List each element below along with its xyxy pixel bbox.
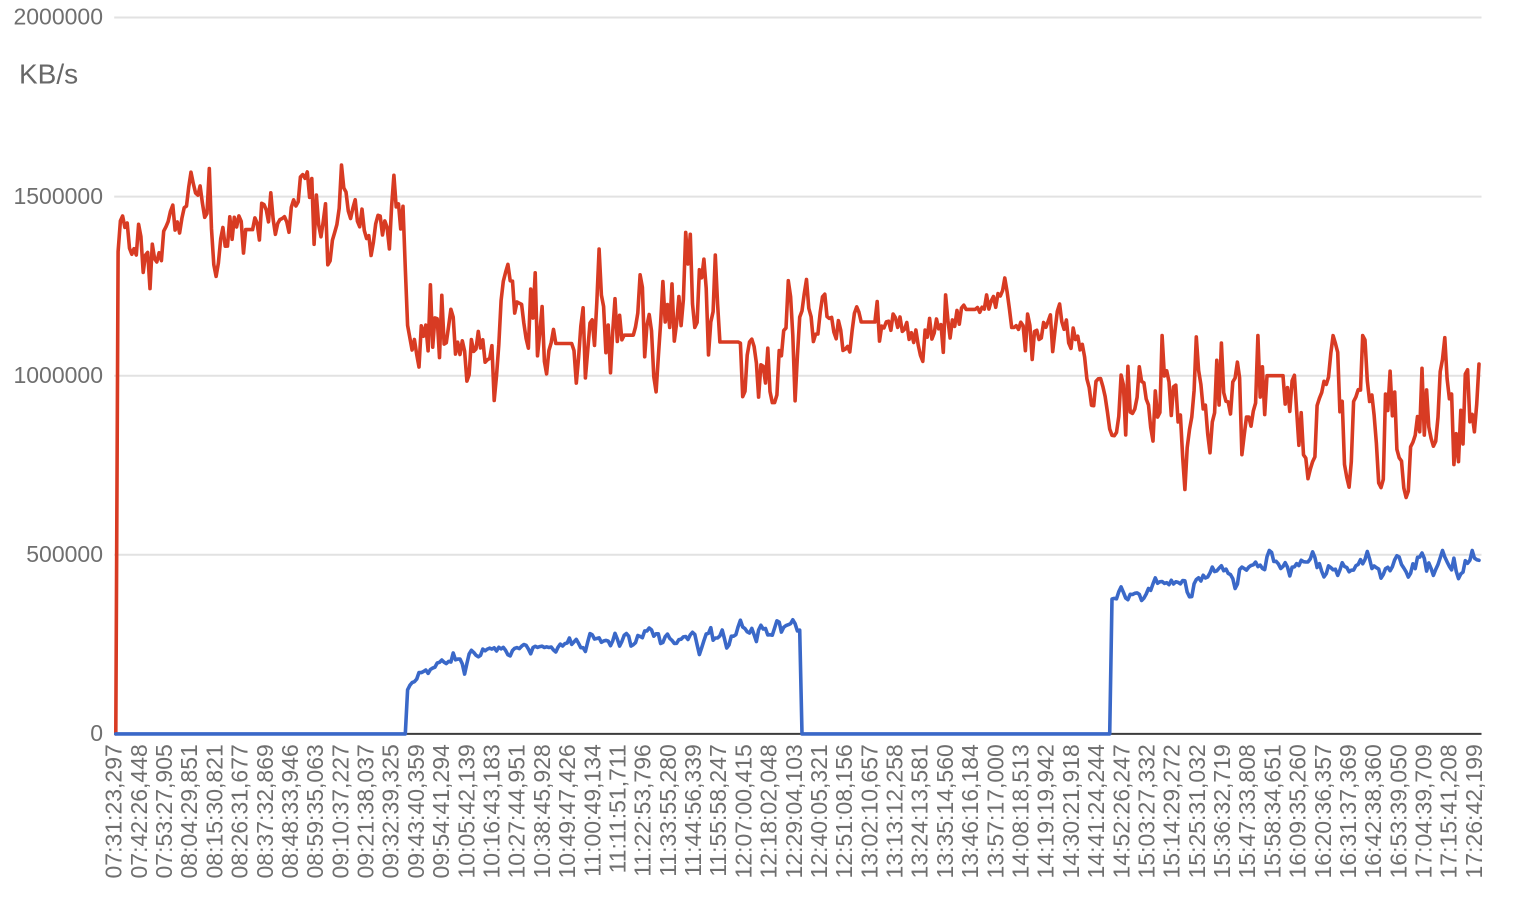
svg-text:10:49:47,426: 10:49:47,426 — [554, 744, 580, 878]
svg-text:13:24:13,581: 13:24:13,581 — [907, 744, 933, 878]
svg-text:09:32:39,325: 09:32:39,325 — [378, 744, 404, 878]
svg-text:10:38:45,928: 10:38:45,928 — [529, 744, 555, 878]
svg-text:08:04:29,851: 08:04:29,851 — [176, 744, 202, 878]
svg-text:1500000: 1500000 — [13, 183, 103, 209]
svg-text:11:55:58,247: 11:55:58,247 — [705, 744, 731, 877]
svg-text:15:25:31,032: 15:25:31,032 — [1184, 744, 1210, 878]
svg-text:09:54:41,294: 09:54:41,294 — [428, 744, 454, 879]
svg-text:17:04:39,709: 17:04:39,709 — [1411, 744, 1437, 878]
svg-text:12:18:02,048: 12:18:02,048 — [756, 744, 782, 878]
svg-text:13:46:16,184: 13:46:16,184 — [957, 744, 983, 879]
svg-text:13:13:12,258: 13:13:12,258 — [882, 744, 908, 878]
svg-text:10:27:44,951: 10:27:44,951 — [504, 744, 530, 878]
svg-text:2000000: 2000000 — [13, 4, 103, 30]
svg-text:13:35:14,560: 13:35:14,560 — [932, 744, 958, 878]
svg-text:07:53:27,905: 07:53:27,905 — [151, 744, 177, 878]
svg-text:500000: 500000 — [26, 541, 103, 567]
svg-text:14:30:21,918: 14:30:21,918 — [1058, 744, 1084, 878]
svg-text:16:20:36,357: 16:20:36,357 — [1310, 744, 1336, 878]
svg-text:15:14:29,272: 15:14:29,272 — [1159, 744, 1185, 878]
svg-text:10:05:42,139: 10:05:42,139 — [453, 744, 479, 878]
svg-text:11:00:49,134: 11:00:49,134 — [579, 744, 605, 877]
svg-text:09:21:38,037: 09:21:38,037 — [353, 744, 379, 878]
svg-text:12:40:05,321: 12:40:05,321 — [806, 744, 832, 878]
svg-text:11:22:53,796: 11:22:53,796 — [630, 744, 656, 877]
svg-text:08:26:31,677: 08:26:31,677 — [227, 744, 253, 878]
svg-text:07:42:26,448: 07:42:26,448 — [126, 744, 152, 878]
svg-text:08:37:32,869: 08:37:32,869 — [252, 744, 278, 878]
svg-text:09:10:37,227: 09:10:37,227 — [327, 744, 353, 878]
svg-text:15:03:27,332: 15:03:27,332 — [1133, 744, 1159, 878]
svg-text:15:58:34,651: 15:58:34,651 — [1259, 744, 1285, 878]
svg-text:12:07:00,415: 12:07:00,415 — [730, 744, 756, 878]
svg-text:11:11:51,711: 11:11:51,711 — [604, 744, 630, 873]
svg-text:1000000: 1000000 — [13, 362, 103, 388]
svg-text:08:15:30,821: 08:15:30,821 — [201, 744, 227, 878]
svg-text:11:33:55,280: 11:33:55,280 — [655, 744, 681, 877]
svg-text:13:57:17,000: 13:57:17,000 — [982, 744, 1008, 878]
svg-text:KB/s: KB/s — [19, 59, 78, 90]
svg-text:15:47:33,808: 15:47:33,808 — [1234, 744, 1260, 878]
svg-text:11:44:56,339: 11:44:56,339 — [680, 744, 706, 877]
svg-text:10:16:43,183: 10:16:43,183 — [479, 744, 505, 878]
svg-text:14:41:24,244: 14:41:24,244 — [1083, 744, 1109, 879]
svg-text:07:31:23,297: 07:31:23,297 — [101, 744, 127, 878]
svg-text:16:31:37,369: 16:31:37,369 — [1335, 744, 1361, 878]
svg-text:12:51:08,156: 12:51:08,156 — [831, 744, 857, 878]
svg-text:16:42:38,360: 16:42:38,360 — [1360, 744, 1386, 878]
svg-text:14:52:26,247: 14:52:26,247 — [1108, 744, 1134, 878]
svg-text:16:09:35,260: 16:09:35,260 — [1285, 744, 1311, 878]
svg-text:16:53:39,050: 16:53:39,050 — [1385, 744, 1411, 878]
svg-text:09:43:40,359: 09:43:40,359 — [403, 744, 429, 878]
svg-text:12:29:04,103: 12:29:04,103 — [781, 744, 807, 878]
svg-text:08:59:35,063: 08:59:35,063 — [302, 744, 328, 878]
svg-text:13:02:10,657: 13:02:10,657 — [856, 744, 882, 878]
svg-text:0: 0 — [90, 720, 103, 746]
svg-text:14:08:18,513: 14:08:18,513 — [1007, 744, 1033, 878]
svg-text:15:36:32,719: 15:36:32,719 — [1209, 744, 1235, 878]
svg-text:17:26:42,199: 17:26:42,199 — [1461, 744, 1487, 878]
svg-text:17:15:41,208: 17:15:41,208 — [1436, 744, 1462, 878]
svg-text:14:19:19,942: 14:19:19,942 — [1033, 744, 1059, 878]
svg-text:08:48:33,946: 08:48:33,946 — [277, 744, 303, 878]
